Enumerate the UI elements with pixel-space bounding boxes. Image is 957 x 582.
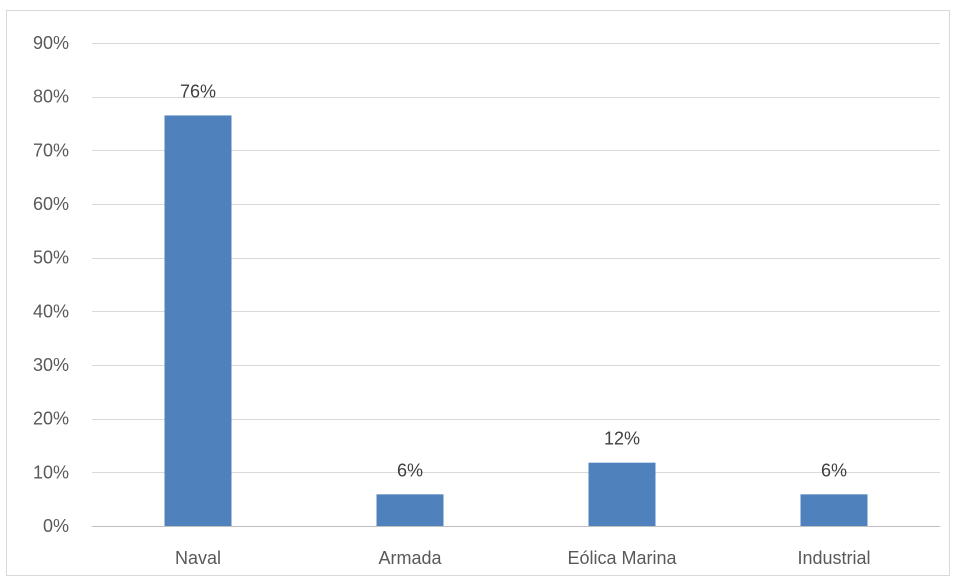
y-tick-label: 80% — [33, 87, 69, 107]
y-axis-tick-labels: 0% 10% 20% 30% 40% 50% 60% 70% 80% 90% — [33, 33, 69, 536]
y-tick-label: 20% — [33, 409, 69, 429]
y-tick-label: 60% — [33, 194, 69, 214]
y-tick-label: 90% — [33, 33, 69, 53]
bar — [164, 115, 232, 526]
chart-frame — [6, 10, 950, 576]
data-label: 6% — [397, 460, 423, 480]
x-category-label: Eólica Marina — [567, 548, 677, 568]
data-label: 76% — [180, 81, 216, 101]
bars — [164, 115, 868, 526]
x-category-label: Naval — [175, 548, 221, 568]
data-label: 12% — [604, 429, 640, 449]
x-category-label: Industrial — [797, 548, 870, 568]
bar — [800, 494, 868, 526]
data-labels: 76% 6% 12% 6% — [180, 81, 847, 480]
y-tick-label: 0% — [43, 516, 69, 536]
y-tick-label: 50% — [33, 248, 69, 268]
gridlines — [92, 43, 940, 527]
y-tick-label: 30% — [33, 355, 69, 375]
x-axis-category-labels: Naval Armada Eólica Marina Industrial — [175, 548, 871, 568]
bar — [376, 494, 444, 526]
x-category-label: Armada — [378, 548, 442, 568]
data-label: 6% — [821, 460, 847, 480]
y-tick-label: 70% — [33, 140, 69, 160]
y-tick-label: 10% — [33, 462, 69, 482]
y-tick-label: 40% — [33, 301, 69, 321]
bar — [588, 462, 656, 526]
